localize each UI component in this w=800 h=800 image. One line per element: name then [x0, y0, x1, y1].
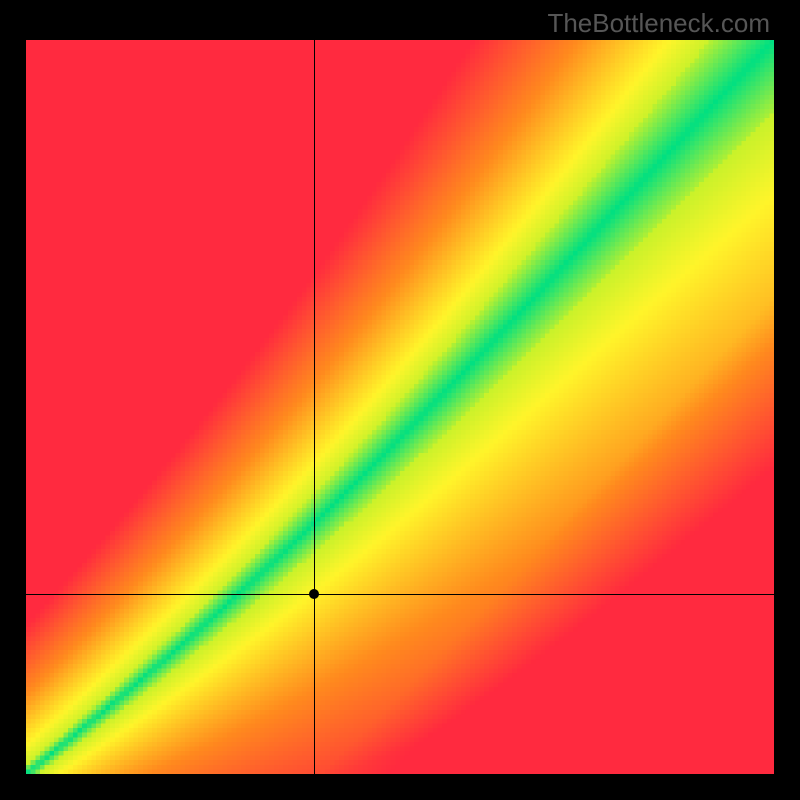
- crosshair-marker: [309, 589, 319, 599]
- bottleneck-heatmap: [26, 40, 774, 774]
- heatmap-canvas: [26, 40, 774, 774]
- watermark-text: TheBottleneck.com: [547, 8, 770, 39]
- crosshair-vertical: [314, 40, 315, 774]
- crosshair-horizontal: [26, 594, 774, 595]
